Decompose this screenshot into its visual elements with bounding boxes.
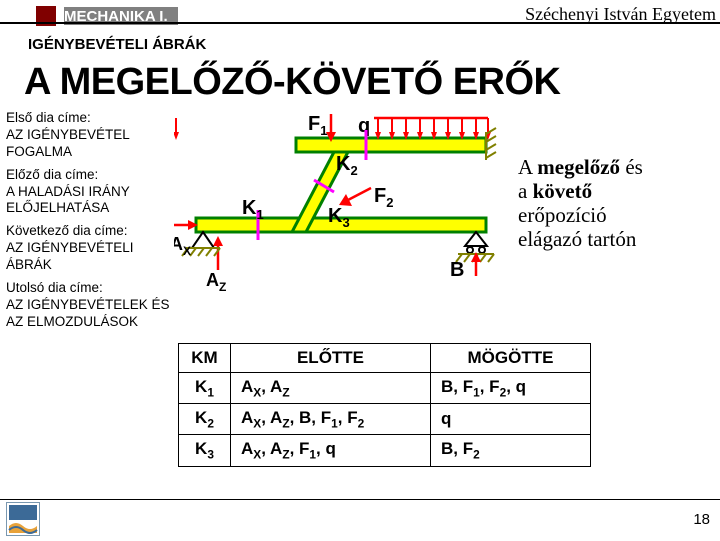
svg-text:F1: F1	[308, 113, 327, 138]
table-row: K2 AX, AZ, B, F1, F2 q	[179, 403, 591, 434]
cell-before: AX, AZ, B, F1, F2	[231, 403, 431, 434]
nav-last-value: AZ IGÉNYBEVÉTELEK ÉS AZ ELMOZDULÁSOK	[6, 297, 174, 331]
th-after: MÖGÖTTE	[431, 343, 591, 372]
nav-prev-label: Előző dia címe:	[6, 167, 174, 184]
th-before: ELŐTTE	[231, 343, 431, 372]
beam-diagram: q F1 F2 K1	[174, 110, 518, 337]
th-km: KM	[179, 343, 231, 372]
cell-after: q	[431, 403, 591, 434]
svg-text:AX: AX	[174, 234, 191, 258]
nav-next-label: Következő dia címe:	[6, 223, 174, 240]
cell-after: B, F2	[431, 435, 591, 466]
page-number: 18	[693, 511, 710, 528]
nav-prev-value: A HALADÁSI IRÁNY ELŐJELHATÁSA	[6, 184, 174, 218]
caption: A megelőző és a követő erőpozíció elágaz…	[518, 110, 708, 337]
svg-text:K2: K2	[336, 153, 358, 178]
cell-before: AX, AZ	[231, 372, 431, 403]
university-name: Széchenyi István Egyetem	[525, 4, 716, 25]
label-q: q	[358, 115, 370, 137]
svg-text:F2: F2	[374, 185, 393, 210]
nav-next-value: AZ IGÉNYBEVÉTELI ÁBRÁK	[6, 240, 174, 274]
header-subtitle: IGÉNYBEVÉTELI ÁBRÁK	[0, 32, 720, 53]
nav-first-value: AZ IGÉNYBEVÉTEL FOGALMA	[6, 127, 174, 161]
nav-first-label: Első dia címe:	[6, 110, 174, 127]
footer-rule	[0, 499, 720, 501]
header-bar: MECHANIKA I. Széchenyi István Egyetem	[0, 0, 720, 32]
table-row: K1 AX, AZ B, F1, F2, q	[179, 372, 591, 403]
svg-text:AZ: AZ	[206, 270, 226, 294]
nav-last-label: Utolsó dia címe:	[6, 280, 174, 297]
logo-icon	[6, 502, 40, 536]
svg-text:K3: K3	[328, 205, 350, 230]
svg-text:B: B	[450, 259, 464, 281]
cell-before: AX, AZ, F1, q	[231, 435, 431, 466]
page-title: A MEGELŐZŐ-KÖVETŐ ERŐK	[0, 53, 720, 110]
force-table: KM ELŐTTE MÖGÖTTE K1 AX, AZ B, F1, F2, q…	[178, 343, 591, 467]
svg-text:K1: K1	[242, 197, 264, 222]
slide-nav: Első dia címe: AZ IGÉNYBEVÉTEL FOGALMA E…	[6, 110, 174, 337]
table-row: K3 AX, AZ, F1, q B, F2	[179, 435, 591, 466]
cell-after: B, F1, F2, q	[431, 372, 591, 403]
